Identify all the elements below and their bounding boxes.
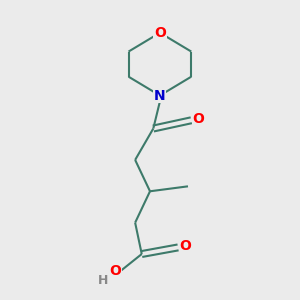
Text: O: O xyxy=(154,26,166,40)
Text: O: O xyxy=(193,112,205,126)
Text: O: O xyxy=(110,263,121,278)
Text: N: N xyxy=(154,88,166,103)
Text: H: H xyxy=(98,274,108,287)
Text: O: O xyxy=(179,239,191,253)
